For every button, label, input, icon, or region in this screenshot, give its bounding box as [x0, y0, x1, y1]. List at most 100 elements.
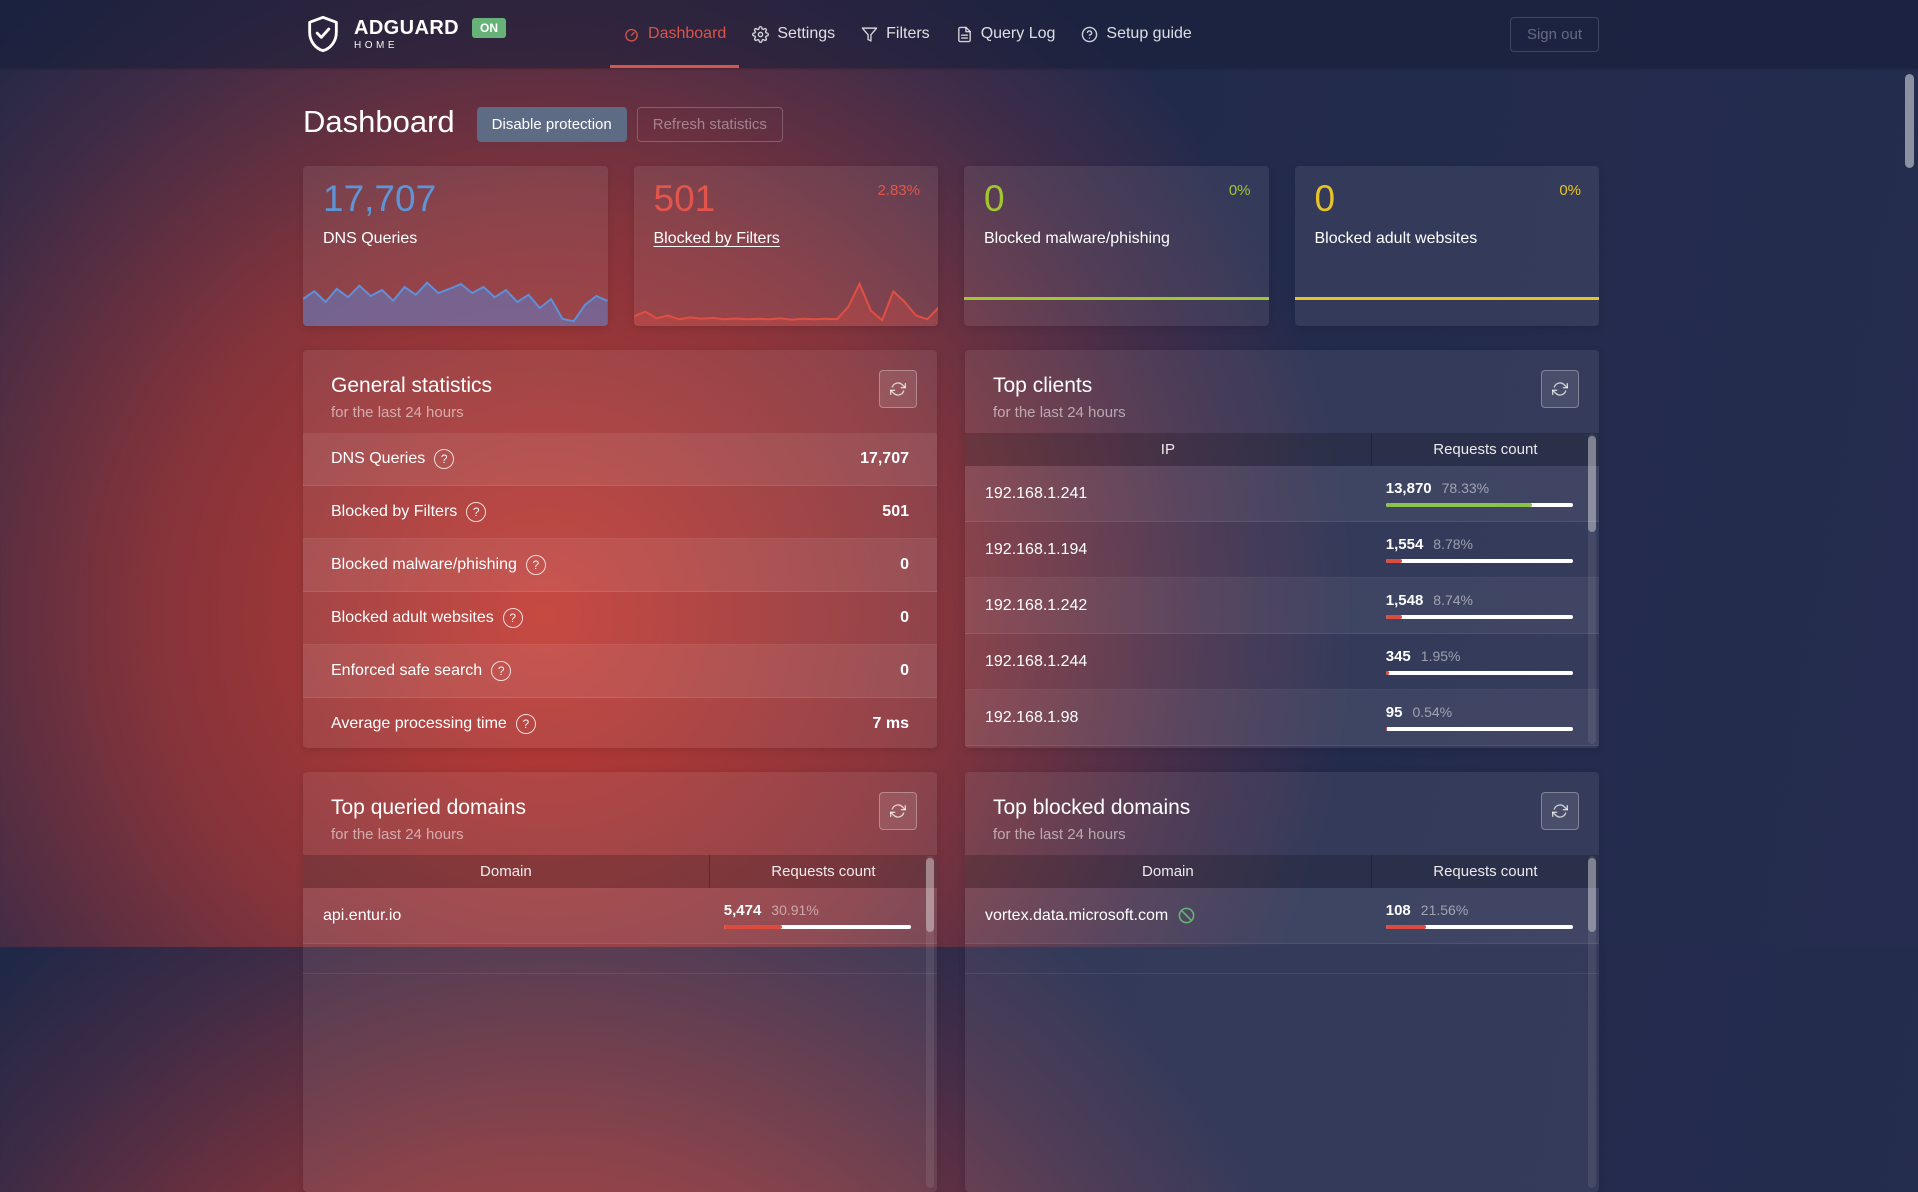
stat-row: Blocked by Filters? 501 [303, 486, 937, 539]
card-scrollbar[interactable] [1588, 434, 1596, 744]
dns-queries-card: 17,707 DNS Queries [303, 166, 608, 326]
domain-blocked-icon[interactable] [1177, 906, 1196, 925]
card-subtitle: for the last 24 hours [331, 826, 464, 843]
help-icon[interactable]: ? [525, 555, 546, 575]
stat-row: Blocked adult websites? 0 [303, 592, 937, 645]
help-icon[interactable]: ? [466, 502, 487, 522]
blocked-malware-label: Blocked malware/phishing [984, 230, 1170, 248]
page-title: Dashboard [303, 103, 455, 139]
requests-progress-bar [1385, 615, 1573, 619]
requests-progress-bar [1385, 925, 1573, 929]
card-subtitle: for the last 24 hours [993, 826, 1126, 843]
refresh-icon [890, 382, 906, 396]
funnel-icon [861, 26, 878, 42]
nav-item-setup-guide[interactable]: Setup guide [1068, 0, 1204, 68]
top-queried-table: api.entur.io 5,474 30.91% [303, 888, 937, 974]
dashboard-page: Dashboard Disable protection Refresh sta… [303, 101, 1599, 1192]
adguard-home-logo[interactable]: ADGUARD HOME ON [303, 12, 507, 56]
top-blocked-domains-card: Top blocked domains for the last 24 hour… [965, 772, 1599, 1192]
document-icon [957, 26, 971, 42]
gear-icon [752, 25, 770, 43]
requests-progress-bar [1385, 671, 1573, 675]
client-row: 192.168.1.98 95 0.54% [965, 690, 1599, 746]
dashboard-gauge-icon [625, 28, 638, 42]
card-scrollbar[interactable] [926, 856, 934, 1188]
client-row: 192.168.1.242 1,548 8.74% [965, 578, 1599, 634]
main-nav: Dashboard Settings Filters [610, 0, 1205, 68]
help-circle-icon [1082, 26, 1098, 42]
domain-row: api.entur.io 5,474 30.91% [303, 888, 937, 944]
blocked-malware-flatline [964, 297, 1269, 300]
card-title: General statistics [331, 374, 493, 397]
card-scrollbar[interactable] [1588, 856, 1596, 1188]
general-statistics-table: DNS Queries? 17,707 Blocked by Filters? … [303, 433, 937, 748]
blocked-filters-sparkline [633, 278, 938, 326]
refresh-icon [890, 804, 906, 818]
top-blocked-table: vortex.data.microsoft.com 108 21.56% [965, 888, 1599, 974]
client-row: 192.168.1.241 13,870 78.33% [965, 466, 1599, 522]
card-subtitle: for the last 24 hours [993, 404, 1126, 421]
refresh-card-button[interactable] [1541, 792, 1579, 830]
nav-item-dashboard[interactable]: Dashboard [610, 0, 740, 68]
top-queried-domains-card: Top queried domains for the last 24 hour… [303, 772, 937, 1192]
table-header: IP Requests count [965, 433, 1599, 466]
card-title: Top clients [993, 374, 1093, 397]
table-header: Domain Requests count [965, 855, 1599, 888]
blocked-adult-card: 0 0% Blocked adult websites [1294, 166, 1599, 326]
stat-cards-row: 17,707 DNS Queries 501 2.83% Blocked by … [303, 166, 1599, 326]
nav-item-filters[interactable]: Filters [848, 0, 943, 68]
card-title: Top blocked domains [993, 796, 1191, 819]
blocked-malware-value: 0 [984, 178, 1005, 219]
dns-queries-label: DNS Queries [323, 230, 418, 248]
stat-row: Enforced safe search? 0 [303, 645, 937, 698]
protection-status-badge: ON [472, 18, 507, 38]
nav-item-query-log[interactable]: Query Log [943, 0, 1069, 68]
nav-item-settings[interactable]: Settings [739, 0, 848, 68]
card-title: Top queried domains [331, 796, 526, 819]
domain-row: vortex.data.microsoft.com 108 21.56% [965, 888, 1599, 944]
blocked-filters-value: 501 [653, 178, 716, 219]
client-row: 192.168.1.194 1,554 8.78% [965, 522, 1599, 578]
dns-queries-sparkline [303, 266, 608, 326]
help-icon[interactable]: ? [515, 714, 536, 734]
shield-check-icon [308, 15, 338, 53]
requests-progress-bar [723, 925, 911, 929]
refresh-icon [1552, 804, 1568, 818]
card-subtitle: for the last 24 hours [331, 404, 464, 421]
help-icon[interactable]: ? [434, 449, 455, 469]
refresh-card-button[interactable] [879, 792, 917, 830]
help-icon[interactable]: ? [491, 661, 512, 681]
blocked-by-filters-card: 501 2.83% Blocked by Filters [633, 166, 938, 326]
dns-queries-value: 17,707 [323, 178, 437, 219]
top-clients-card: Top clients for the last 24 hours IP Req… [965, 350, 1599, 748]
domain-row [965, 944, 1599, 974]
page-scrollbar-thumb[interactable] [1905, 74, 1914, 168]
refresh-statistics-button[interactable]: Refresh statistics [636, 107, 783, 142]
scrollbar-thumb[interactable] [1588, 858, 1596, 932]
blocked-by-filters-link[interactable]: Blocked by Filters [653, 230, 780, 248]
help-icon[interactable]: ? [502, 608, 523, 628]
brand-subname: HOME [354, 39, 398, 51]
domain-row [303, 944, 937, 974]
table-header: Domain Requests count [303, 855, 937, 888]
general-statistics-card: General statistics for the last 24 hours… [303, 350, 937, 748]
blocked-adult-value: 0 [1314, 178, 1336, 219]
requests-progress-bar [1385, 559, 1573, 563]
client-row: 192.168.1.244 345 1.95% [965, 634, 1599, 690]
top-nav-bar: ADGUARD HOME ON Dashboard Settings [0, 0, 1918, 68]
blocked-malware-card: 0 0% Blocked malware/phishing [964, 166, 1269, 326]
refresh-card-button[interactable] [879, 370, 917, 408]
brand-name: ADGUARD [354, 16, 460, 39]
requests-progress-bar [1385, 727, 1573, 731]
disable-protection-button[interactable]: Disable protection [476, 107, 627, 142]
requests-progress-bar [1385, 503, 1573, 507]
blocked-adult-label: Blocked adult websites [1314, 230, 1478, 248]
stat-row: Blocked malware/phishing? 0 [303, 539, 937, 592]
stat-row: Average processing time? 7 ms [303, 698, 937, 748]
top-clients-table: 192.168.1.241 13,870 78.33% 192.168.1.194… [965, 466, 1599, 746]
scrollbar-thumb[interactable] [926, 858, 934, 932]
sign-out-button[interactable]: Sign out [1509, 16, 1599, 52]
refresh-icon [1552, 382, 1568, 396]
scrollbar-thumb[interactable] [1588, 436, 1596, 532]
refresh-card-button[interactable] [1541, 370, 1579, 408]
